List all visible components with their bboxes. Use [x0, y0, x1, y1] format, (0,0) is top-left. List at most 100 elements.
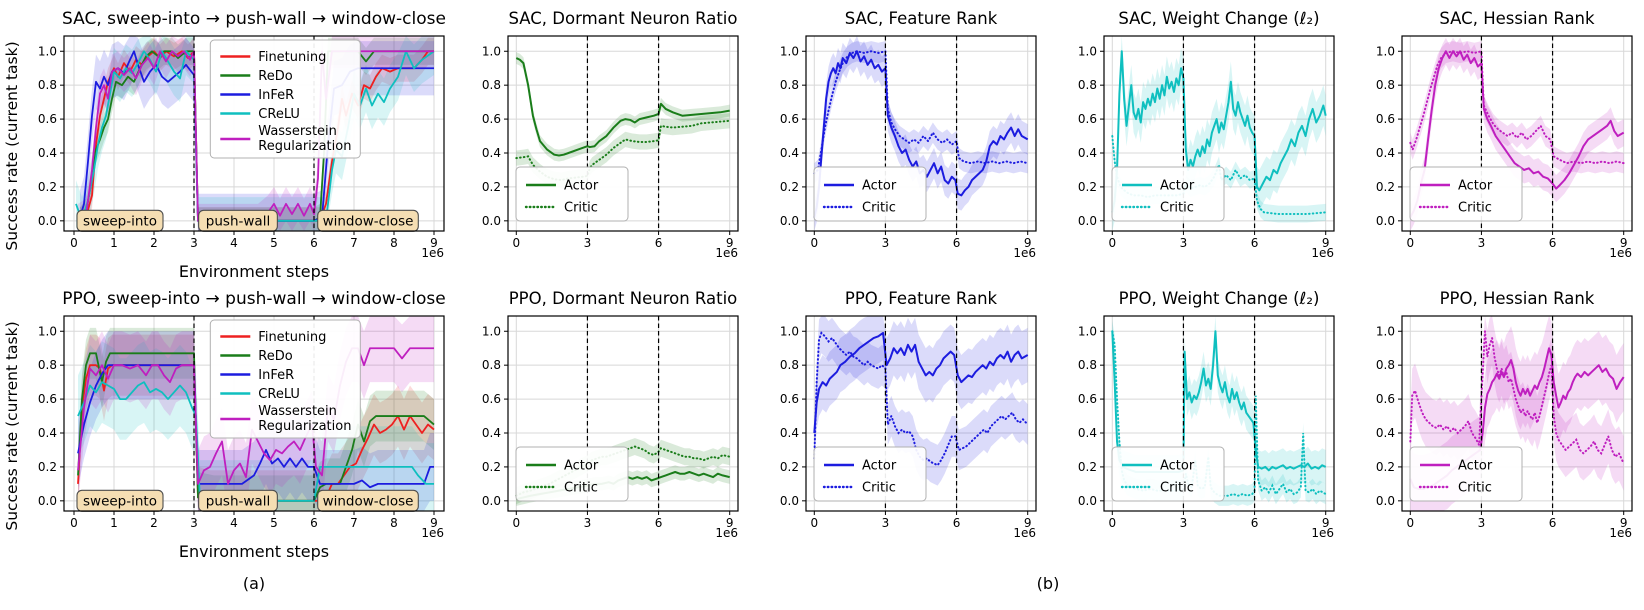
svg-text:0.8: 0.8: [38, 358, 57, 372]
svg-text:0.0: 0.0: [1078, 494, 1097, 508]
svg-text:Actor: Actor: [1160, 459, 1195, 474]
sac-weight-change-plot: 0 3 6 9 0.0 0.2 0.4 0.6 0.8 1.0 1e6 Actor Critic: [1078, 35, 1335, 260]
svg-text:0.8: 0.8: [482, 78, 501, 92]
svg-text:1.0: 1.0: [1078, 324, 1097, 338]
svg-text:1.0: 1.0: [482, 324, 501, 338]
svg-text:Actor: Actor: [862, 179, 897, 194]
svg-text:1: 1: [110, 236, 118, 250]
caption-a: (a): [242, 574, 266, 593]
svg-text:8: 8: [390, 236, 398, 250]
svg-text:1e6: 1e6: [1609, 246, 1632, 260]
svg-text:Critic: Critic: [1160, 201, 1194, 216]
sac-feature-rank-plot: 0 3 6 9 0.0 0.2 0.4 0.6 0.8 1.0 1e6 Actor Critic: [780, 35, 1037, 260]
svg-text:ReDo: ReDo: [258, 69, 292, 84]
sac-dormant-plot: 0 3 6 9 0.0 0.2 0.4 0.6 0.8 1.0 1e6 Actor Critic: [482, 35, 739, 260]
svg-text:0.2: 0.2: [780, 180, 799, 194]
svg-text:0: 0: [512, 236, 520, 250]
svg-text:3: 3: [190, 516, 198, 530]
svg-text:0.0: 0.0: [780, 494, 799, 508]
svg-text:ReDo: ReDo: [258, 349, 292, 364]
svg-text:1e6: 1e6: [1013, 246, 1036, 260]
sac-hessian-rank-plot: 0 3 6 9 0.0 0.2 0.4 0.6 0.8 1.0 1e6 Actor Critic: [1376, 35, 1633, 260]
svg-text:0.6: 0.6: [482, 112, 501, 126]
svg-text:sweep-into: sweep-into: [83, 493, 157, 509]
svg-text:0.2: 0.2: [38, 180, 57, 194]
svg-text:Critic: Critic: [564, 201, 598, 216]
x-axis-label: Environment steps: [178, 262, 330, 281]
svg-text:7: 7: [350, 516, 358, 530]
svg-text:0.6: 0.6: [1078, 392, 1097, 406]
svg-text:6: 6: [655, 516, 663, 530]
svg-text:3: 3: [1180, 236, 1188, 250]
svg-text:9: 9: [1322, 516, 1330, 530]
svg-text:0.8: 0.8: [1376, 78, 1395, 92]
chart-title: PPO, Feature Rank: [844, 289, 998, 308]
figure-row-sac: SAC, sweep-into → push-wall → window-clo…: [0, 6, 1644, 286]
svg-text:0.4: 0.4: [38, 426, 57, 440]
svg-text:Actor: Actor: [1458, 179, 1493, 194]
svg-text:0: 0: [1406, 236, 1414, 250]
svg-text:3: 3: [1180, 516, 1188, 530]
svg-text:Regularization: Regularization: [258, 419, 351, 434]
x-axis-label: Environment steps: [178, 542, 330, 561]
svg-text:Actor: Actor: [1160, 179, 1195, 194]
svg-text:0.2: 0.2: [1078, 460, 1097, 474]
figure-captions: (a) (b): [0, 574, 1644, 593]
svg-text:9: 9: [1620, 236, 1628, 250]
svg-text:1.0: 1.0: [38, 324, 57, 338]
svg-text:1e6: 1e6: [421, 246, 444, 260]
svg-text:push-wall: push-wall: [206, 213, 270, 229]
chart-title: PPO, Hessian Rank: [1439, 289, 1595, 308]
sac-tasks-plot: sweep-into push-wall window-close 0 1 2 3 4 5 6 7 8…: [38, 35, 445, 260]
svg-text:sweep-into: sweep-into: [83, 213, 157, 229]
svg-text:1e6: 1e6: [421, 526, 444, 540]
svg-text:0.0: 0.0: [38, 494, 57, 508]
svg-text:9: 9: [1024, 516, 1032, 530]
svg-text:Regularization: Regularization: [258, 139, 351, 154]
svg-text:6: 6: [953, 516, 961, 530]
chart-title: SAC, Hessian Rank: [1439, 9, 1595, 28]
svg-text:1.0: 1.0: [38, 44, 57, 58]
svg-text:Critic: Critic: [862, 481, 896, 496]
svg-text:0.0: 0.0: [482, 494, 501, 508]
svg-text:Wasserstein: Wasserstein: [258, 404, 337, 419]
svg-text:0.6: 0.6: [38, 112, 57, 126]
ppo-feature-rank-plot: 0 3 6 9 0.0 0.2 0.4 0.6 0.8 1.0 1e6 Actor Critic: [780, 315, 1037, 540]
svg-text:CReLU: CReLU: [258, 107, 300, 122]
chart-sac-dormant-neuron-ratio: SAC, Dormant Neuron Ratio 0 3 6 9 0.0 0.2 0.4 0…: [468, 6, 750, 286]
figure-row-ppo: PPO, sweep-into → push-wall → window-clo…: [0, 286, 1644, 566]
svg-text:2: 2: [150, 236, 158, 250]
svg-text:4: 4: [230, 516, 238, 530]
ppo-tasks-plot: sweep-into push-wall window-close 0 1 2 3 4 5 6 7 8…: [38, 315, 445, 540]
svg-text:9: 9: [1024, 236, 1032, 250]
svg-text:3: 3: [882, 236, 890, 250]
svg-text:1.0: 1.0: [1078, 44, 1097, 58]
svg-text:7: 7: [350, 236, 358, 250]
svg-text:Actor: Actor: [564, 179, 599, 194]
chart-ppo-feature-rank: PPO, Feature Rank 0 3 6 9 0.0 0.2 0.4 0.6 0.8 1.0…: [766, 286, 1048, 566]
svg-text:6: 6: [310, 516, 318, 530]
svg-text:6: 6: [1251, 236, 1259, 250]
svg-text:3: 3: [584, 236, 592, 250]
svg-text:1.0: 1.0: [482, 44, 501, 58]
chart-title: SAC, Weight Change (ℓ₂): [1118, 9, 1320, 28]
svg-text:2: 2: [150, 516, 158, 530]
svg-text:0.2: 0.2: [780, 460, 799, 474]
svg-text:window-close: window-close: [323, 213, 414, 229]
svg-text:0.8: 0.8: [780, 358, 799, 372]
svg-text:9: 9: [430, 516, 438, 530]
svg-text:0.2: 0.2: [1376, 460, 1395, 474]
chart-ppo-hessian-rank: PPO, Hessian Rank 0 3 6 9 0.0 0.2 0.4 0.6 0.8 1.0…: [1362, 286, 1644, 566]
svg-text:0.6: 0.6: [38, 392, 57, 406]
caption-b: (b): [1036, 574, 1060, 593]
svg-text:Critic: Critic: [564, 481, 598, 496]
svg-text:0.4: 0.4: [482, 426, 501, 440]
svg-text:1e6: 1e6: [1609, 526, 1632, 540]
svg-text:0.6: 0.6: [1376, 392, 1395, 406]
chart-title: PPO, Weight Change (ℓ₂): [1118, 289, 1320, 308]
ppo-dormant-plot: 0 3 6 9 0.0 0.2 0.4 0.6 0.8 1.0 1e6 Actor Critic: [482, 315, 739, 540]
svg-text:0.2: 0.2: [1376, 180, 1395, 194]
chart-title: SAC, sweep-into → push-wall → window-clo…: [62, 9, 446, 29]
chart-ppo-dormant-neuron-ratio: PPO, Dormant Neuron Ratio 0 3 6 9 0.0 0.2 0.4 0…: [468, 286, 750, 566]
svg-text:0.2: 0.2: [1078, 180, 1097, 194]
